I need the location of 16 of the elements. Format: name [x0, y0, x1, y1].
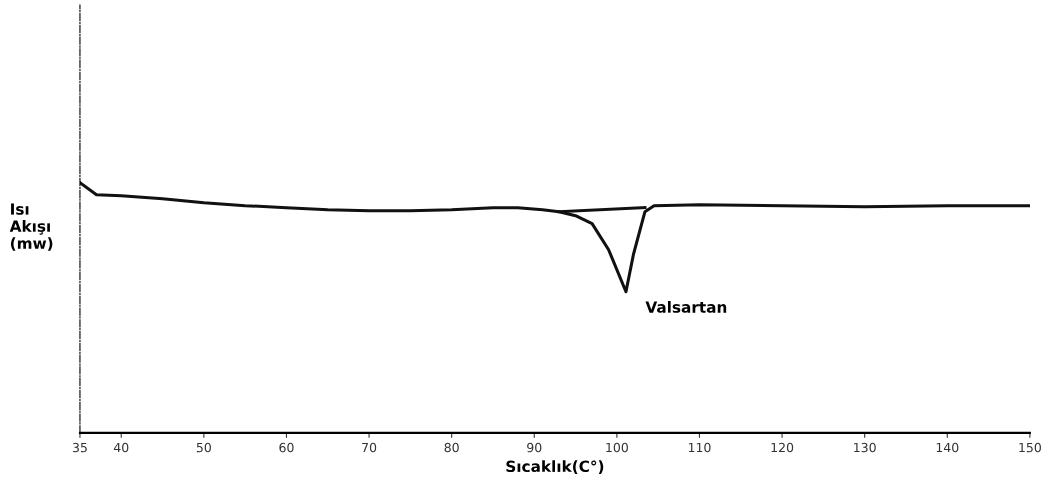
x-tick-label: 110	[688, 442, 711, 453]
x-tick-label: 90	[527, 442, 542, 453]
x-tick-label: 100	[606, 442, 628, 453]
x-tick-label: 140	[936, 442, 959, 453]
x-tick-label: 70	[362, 442, 377, 453]
x-tick-label: 35	[72, 442, 87, 453]
y-axis-title: Isı Akışı (mw)	[9, 203, 53, 251]
x-tick-label: 150	[1019, 442, 1041, 453]
x-tick-label: 60	[279, 442, 294, 453]
annotation: Valsartan	[645, 301, 727, 313]
x-tick-label: 130	[854, 442, 876, 453]
x-tick-label: 40	[113, 442, 129, 453]
x-axis-title: Sıcaklık(C°)	[506, 460, 604, 474]
x-tick-label: 120	[771, 442, 794, 453]
x-tick-label: 50	[196, 442, 211, 453]
x-tick-label: 80	[444, 442, 459, 453]
